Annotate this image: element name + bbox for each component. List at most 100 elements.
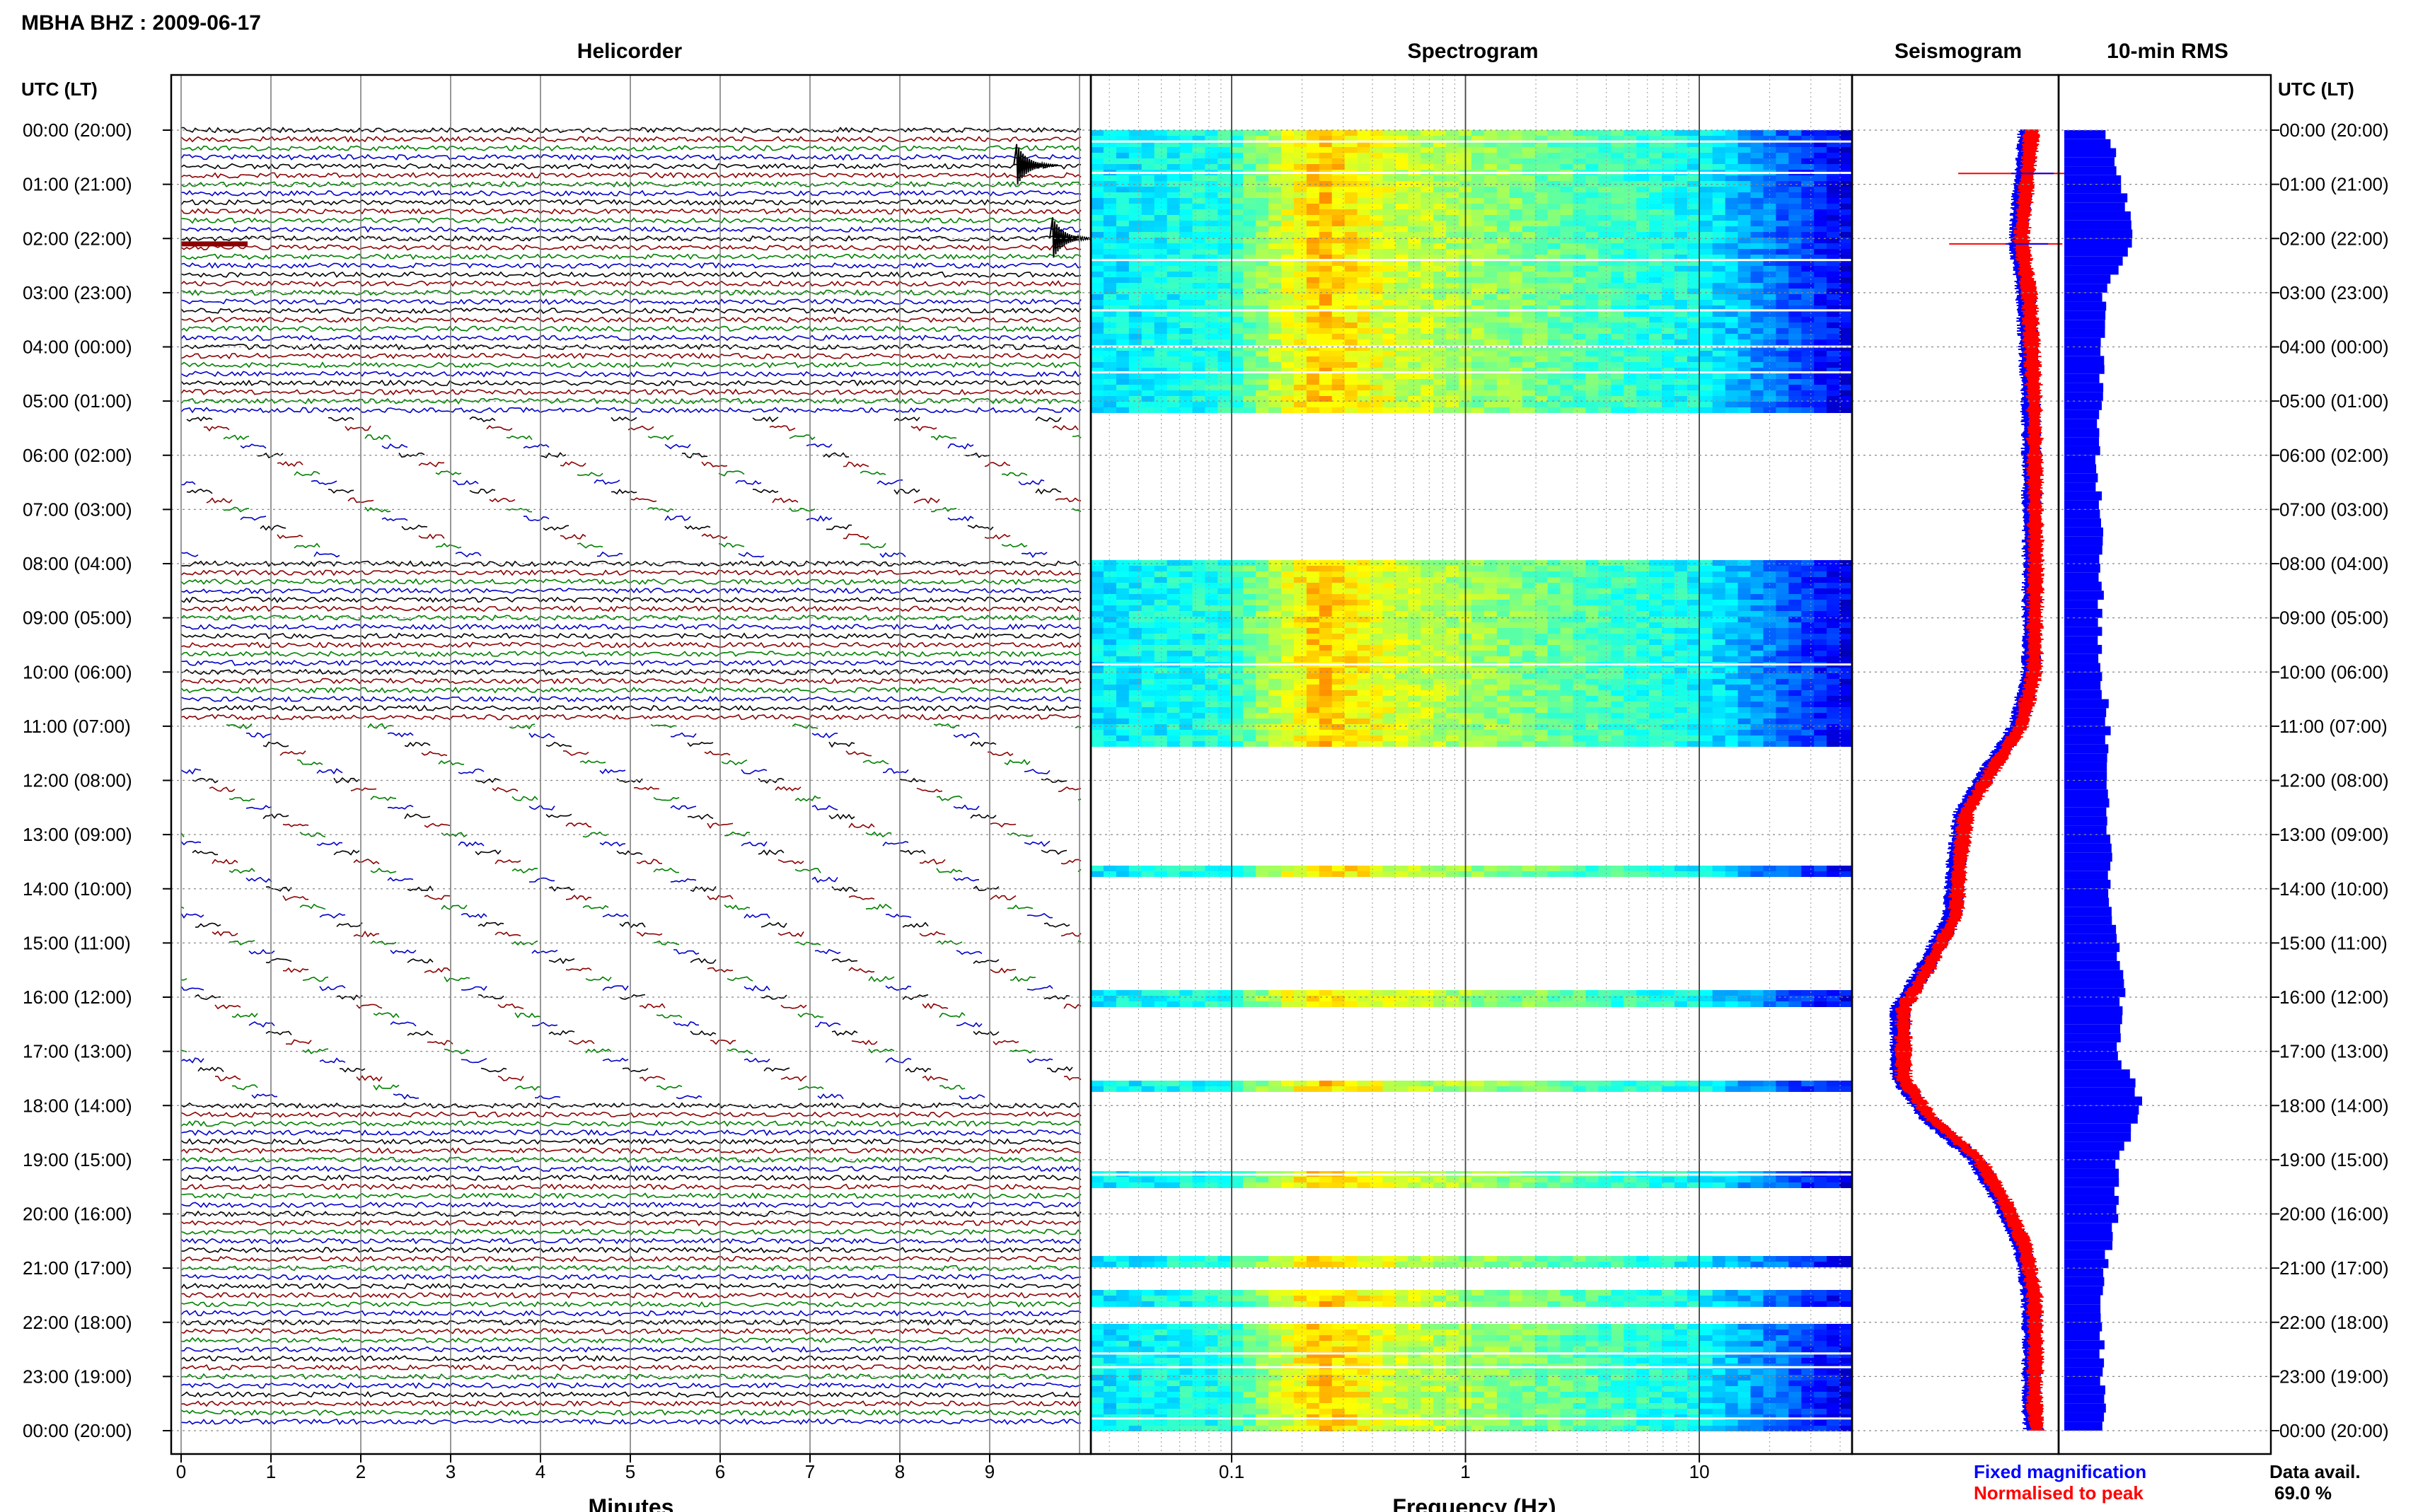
spectrogram-cell <box>1382 402 1396 407</box>
spectrogram-cell <box>1293 317 1307 322</box>
spectrogram-cell <box>1154 617 1168 622</box>
helicorder-trace <box>180 569 1082 576</box>
spectrogram-cell <box>1662 147 1675 153</box>
spectrogram-cell <box>1395 289 1408 294</box>
spectrogram-cell <box>1141 260 1155 266</box>
spectrogram-cell <box>1319 283 1333 289</box>
spectrogram-cell <box>1167 594 1181 600</box>
spectrogram-cell <box>1281 390 1295 396</box>
spectrogram-cell <box>1624 277 1637 283</box>
spectrogram-cell <box>1674 277 1688 283</box>
spectrogram-cell <box>1585 385 1599 390</box>
spectrogram-cell <box>1091 277 1104 283</box>
spectrogram-cell <box>1662 639 1675 645</box>
spectrogram-cell <box>1446 622 1459 628</box>
spectrogram-cell <box>1331 373 1346 379</box>
spectrogram-cell <box>1128 204 1143 209</box>
spectrogram-cell <box>1725 192 1739 198</box>
spectrogram-cell <box>1483 702 1498 707</box>
spectrogram-cell <box>1712 164 1726 170</box>
spectrogram-cell <box>1560 396 1573 402</box>
spectrogram-cell <box>1446 192 1459 198</box>
spectrogram-cell <box>1598 362 1612 368</box>
spectrogram-cell <box>1776 334 1789 339</box>
spectrogram-cell <box>1763 215 1776 221</box>
spectrogram-cell <box>1217 622 1231 628</box>
spectrogram-cell <box>1712 204 1726 209</box>
spectrogram-cell <box>1154 311 1168 317</box>
spectrogram-cell <box>1814 390 1827 396</box>
spectrogram-cell <box>1167 260 1181 266</box>
spectrogram-cell <box>1827 317 1840 322</box>
spectrogram-cell <box>1370 215 1383 221</box>
spectrogram-cell <box>1496 300 1510 306</box>
spectrogram-cell <box>1306 402 1320 407</box>
spectrogram-cell <box>1662 702 1675 707</box>
spectrogram-cell <box>1814 289 1827 294</box>
spectrogram-cell <box>1091 702 1104 707</box>
spectrogram-cell <box>1293 141 1307 147</box>
spectrogram-cell <box>1560 611 1573 617</box>
spectrogram-cell <box>1483 390 1498 396</box>
spectrogram-cell <box>1712 668 1726 673</box>
spectrogram-cell <box>1154 651 1168 656</box>
spectrogram-cell <box>1167 306 1181 311</box>
spectrogram-cell <box>1421 668 1434 673</box>
spectrogram-cell <box>1496 345 1510 351</box>
spectrogram-cell <box>1674 153 1688 158</box>
spectrogram-cell <box>1293 617 1307 622</box>
spectrogram-cell <box>1649 232 1662 238</box>
spectrogram-cell <box>1192 141 1205 147</box>
spectrogram-cell <box>1408 651 1421 656</box>
spectrogram-cell <box>1699 673 1713 679</box>
spectrogram-cell <box>1319 668 1333 673</box>
spectrogram-cell <box>1154 334 1168 339</box>
spectrogram-cell <box>1205 611 1218 617</box>
spectrogram-cell <box>1737 402 1752 407</box>
spectrogram-cell <box>1357 696 1371 702</box>
spectrogram-cell <box>1243 339 1256 345</box>
spectrogram-cell <box>1433 617 1447 622</box>
spectrogram-cell <box>1433 226 1447 232</box>
spectrogram-cell <box>1243 277 1256 283</box>
spectrogram-cell <box>1496 588 1510 594</box>
spectrogram-cell <box>1687 373 1701 379</box>
spectrogram-cell <box>1205 322 1218 328</box>
spectrogram-cell <box>1306 730 1320 735</box>
spectrogram-cell <box>1534 617 1549 622</box>
spectrogram-cell <box>1256 385 1269 390</box>
spectrogram-cell <box>1179 283 1193 289</box>
spectrogram-cell <box>1471 645 1485 651</box>
spectrogram-cell <box>1141 204 1155 209</box>
spectrogram-cell <box>1408 243 1421 249</box>
helicorder-trace <box>180 1192 1082 1199</box>
spectrogram-cell <box>1483 594 1498 600</box>
spectrogram-cell <box>1839 385 1853 390</box>
spectrogram-cell <box>1547 164 1561 170</box>
spectrogram-cell <box>1268 322 1282 328</box>
spectrogram-cell <box>1776 571 1789 577</box>
spectrogram-cell <box>1357 600 1371 605</box>
spectrogram-cell <box>1167 407 1181 413</box>
spectrogram-cell <box>1268 243 1282 249</box>
spectrogram-cell <box>1598 617 1612 622</box>
spectrogram-cell <box>1725 611 1739 617</box>
spectrogram-cell <box>1687 368 1701 373</box>
spectrogram-cell <box>1674 311 1688 317</box>
spectrogram-cell <box>1395 673 1408 679</box>
spectrogram-cell <box>1433 651 1447 656</box>
spectrogram-cell <box>1179 232 1193 238</box>
spectrogram-cell <box>1776 407 1789 413</box>
spectrogram-cell <box>1509 673 1523 679</box>
spectrogram-cell <box>1839 707 1853 713</box>
spectrogram-cell <box>1103 158 1117 164</box>
spectrogram-cell <box>1573 673 1586 679</box>
spectrogram-cell <box>1243 306 1256 311</box>
spectrogram-cell <box>1331 656 1346 662</box>
spectrogram-cell <box>1814 249 1827 255</box>
spectrogram-cell <box>1674 622 1688 628</box>
spectrogram-cell <box>1370 356 1383 362</box>
spectrogram-cell <box>1179 300 1193 306</box>
spectrogram-cell <box>1611 306 1624 311</box>
spectrogram-cell <box>1154 583 1168 588</box>
